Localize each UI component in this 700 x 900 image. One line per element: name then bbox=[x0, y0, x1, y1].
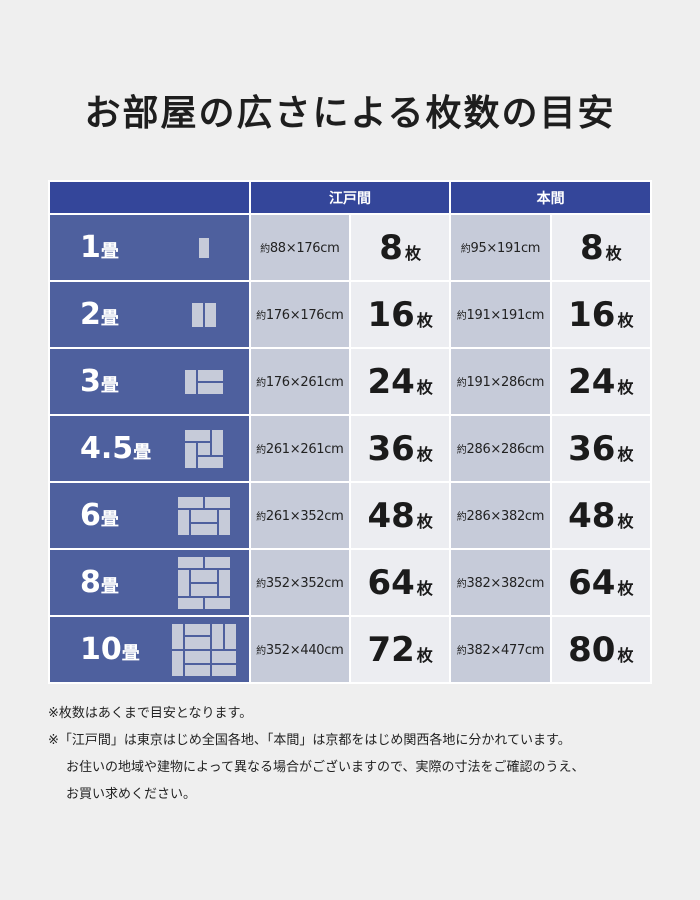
edoma-count: 16 枚 bbox=[350, 282, 450, 347]
note-line-1: ※枚数はあくまで目安となります。 bbox=[48, 706, 253, 721]
room-size-cell: 4.5畳 bbox=[50, 416, 249, 481]
room-size-label: 4.5畳 bbox=[80, 431, 152, 466]
table-row: 3畳 約176×261cm 24 枚 約191×286cm 24 枚 bbox=[50, 349, 650, 414]
header-honma: 本間 bbox=[451, 182, 650, 213]
honma-dimension: 約286×286cm bbox=[451, 416, 550, 481]
table-row: 8畳 約352×352cm 64 枚 約382×382cm 64 枚 bbox=[50, 550, 650, 615]
room-size-label: 6畳 bbox=[80, 498, 119, 533]
honma-count: 36 枚 bbox=[551, 416, 650, 481]
room-size-cell: 2畳 bbox=[50, 282, 249, 347]
honma-count: 80 枚 bbox=[551, 617, 650, 682]
table-row: 4.5畳 約261×261cm 36 枚 約286×286cm 36 枚 bbox=[50, 416, 650, 481]
honma-dimension: 約382×477cm bbox=[451, 617, 550, 682]
table-row: 2畳 約176×176cm 16 枚 約191×191cm 16 枚 bbox=[50, 282, 650, 347]
page-title: お部屋の広さによる枚数の目安 bbox=[84, 93, 616, 134]
note-line-3: お住いの地域や建物によって異なる場合がございますので、実際の寸法をご確認のうえ、 bbox=[66, 760, 585, 775]
header-blank-cell bbox=[50, 182, 249, 213]
room-size-label: 1畳 bbox=[80, 230, 119, 265]
note-line-2: ※「江戸間」は東京はじめ全国各地、「本間」は京都をはじめ関西各地に分かれています… bbox=[48, 733, 571, 748]
room-size-label: 10畳 bbox=[80, 632, 140, 667]
room-size-cell: 6畳 bbox=[50, 483, 249, 548]
edoma-dimension: 約352×352cm bbox=[250, 550, 349, 615]
edoma-dimension: 約261×261cm bbox=[250, 416, 349, 481]
room-size-cell: 10畳 bbox=[50, 617, 249, 682]
room-size-cell: 1畳 bbox=[50, 215, 249, 280]
honma-count: 48 枚 bbox=[551, 483, 650, 548]
edoma-dimension: 約176×176cm bbox=[250, 282, 349, 347]
notes: ※枚数はあくまで目安となります。 ※「江戸間」は東京はじめ全国各地、「本間」は京… bbox=[48, 700, 668, 808]
tatami-6-icon bbox=[160, 495, 249, 536]
honma-count: 16 枚 bbox=[551, 282, 650, 347]
edoma-count: 72 枚 bbox=[350, 617, 450, 682]
edoma-dimension: 約176×261cm bbox=[250, 349, 349, 414]
edoma-dimension: 約352×440cm bbox=[250, 617, 349, 682]
header-row: 江戸間 本間 bbox=[50, 182, 650, 213]
table-row: 10畳 約352×440cm 72 枚 約382×477cm 80 枚 bbox=[50, 617, 650, 682]
tatami-10-icon bbox=[160, 622, 249, 677]
honma-count: 64 枚 bbox=[551, 550, 650, 615]
room-size-label: 8畳 bbox=[80, 565, 119, 600]
edoma-count: 36 枚 bbox=[350, 416, 450, 481]
room-size-label: 2畳 bbox=[80, 297, 119, 332]
honma-dimension: 約191×191cm bbox=[451, 282, 550, 347]
tatami-3-icon bbox=[160, 368, 249, 395]
honma-dimension: 約191×286cm bbox=[451, 349, 550, 414]
room-size-cell: 3畳 bbox=[50, 349, 249, 414]
honma-dimension: 約286×382cm bbox=[451, 483, 550, 548]
edoma-dimension: 約88×176cm bbox=[250, 215, 349, 280]
honma-count: 24 枚 bbox=[551, 349, 650, 414]
room-size-cell: 8畳 bbox=[50, 550, 249, 615]
edoma-count: 64 枚 bbox=[350, 550, 450, 615]
edoma-count: 48 枚 bbox=[350, 483, 450, 548]
tatami-2-icon bbox=[160, 301, 249, 328]
edoma-dimension: 約261×352cm bbox=[250, 483, 349, 548]
note-line-4: お買い求めください。 bbox=[66, 787, 197, 802]
edoma-count: 24 枚 bbox=[350, 349, 450, 414]
room-size-label: 3畳 bbox=[80, 364, 119, 399]
honma-dimension: 約382×382cm bbox=[451, 550, 550, 615]
header-edoma: 江戸間 bbox=[250, 182, 450, 213]
honma-dimension: 約95×191cm bbox=[451, 215, 550, 280]
tatami-1-icon bbox=[160, 236, 249, 259]
table-row: 6畳 約261×352cm 48 枚 約286×382cm 48 枚 bbox=[50, 483, 650, 548]
tatami-8-icon bbox=[160, 555, 249, 610]
tatami-4-5-icon bbox=[160, 428, 249, 469]
